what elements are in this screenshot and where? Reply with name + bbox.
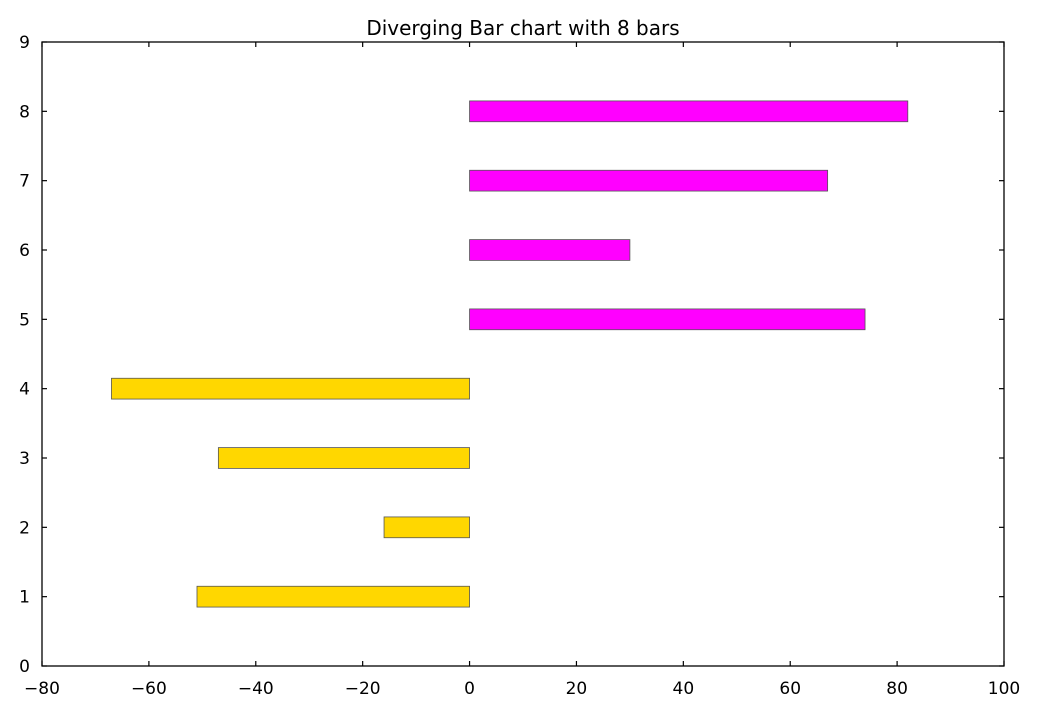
y-tick-label: 8 xyxy=(19,102,30,122)
bar-3 xyxy=(217,447,470,469)
y-tick-label: 9 xyxy=(19,33,30,53)
y-tick-label: 1 xyxy=(19,588,30,608)
y-tick-label: 2 xyxy=(19,518,30,538)
x-tick-label: −40 xyxy=(238,679,274,699)
bar-2 xyxy=(383,516,470,539)
y-tick-label: 3 xyxy=(19,449,30,469)
y-tick-label: 7 xyxy=(19,172,30,192)
bar-1 xyxy=(196,585,470,608)
plot-frame xyxy=(41,41,1005,667)
y-tick-label: 5 xyxy=(19,310,30,330)
bar-5 xyxy=(469,308,866,331)
x-tick-label: −20 xyxy=(345,679,381,699)
bar-8 xyxy=(469,100,909,123)
bar-4 xyxy=(111,377,470,400)
ticks-layer xyxy=(41,41,1005,667)
y-tick-label: 6 xyxy=(19,241,30,261)
x-tick-label: 100 xyxy=(988,679,1020,699)
x-tick-label: 0 xyxy=(464,679,475,699)
y-tick-label: 0 xyxy=(19,657,30,677)
x-tick-label: 60 xyxy=(779,679,801,699)
x-tick-label: −60 xyxy=(131,679,167,699)
x-tick-label: 40 xyxy=(673,679,695,699)
x-tick-label: 80 xyxy=(886,679,908,699)
x-tick-label: 20 xyxy=(566,679,588,699)
y-tick-label: 4 xyxy=(19,380,30,400)
x-tick-label: −80 xyxy=(24,679,60,699)
bar-6 xyxy=(469,239,631,261)
bars-layer xyxy=(111,100,909,608)
tick-labels-layer: −80 −60 −40 −20 0 20 40 60 80 100 0 1 2 3 4 5 6 7 8 9 xyxy=(19,33,1020,699)
bar-7 xyxy=(469,169,829,192)
chart-title: Diverging Bar chart with 8 bars xyxy=(366,16,679,40)
